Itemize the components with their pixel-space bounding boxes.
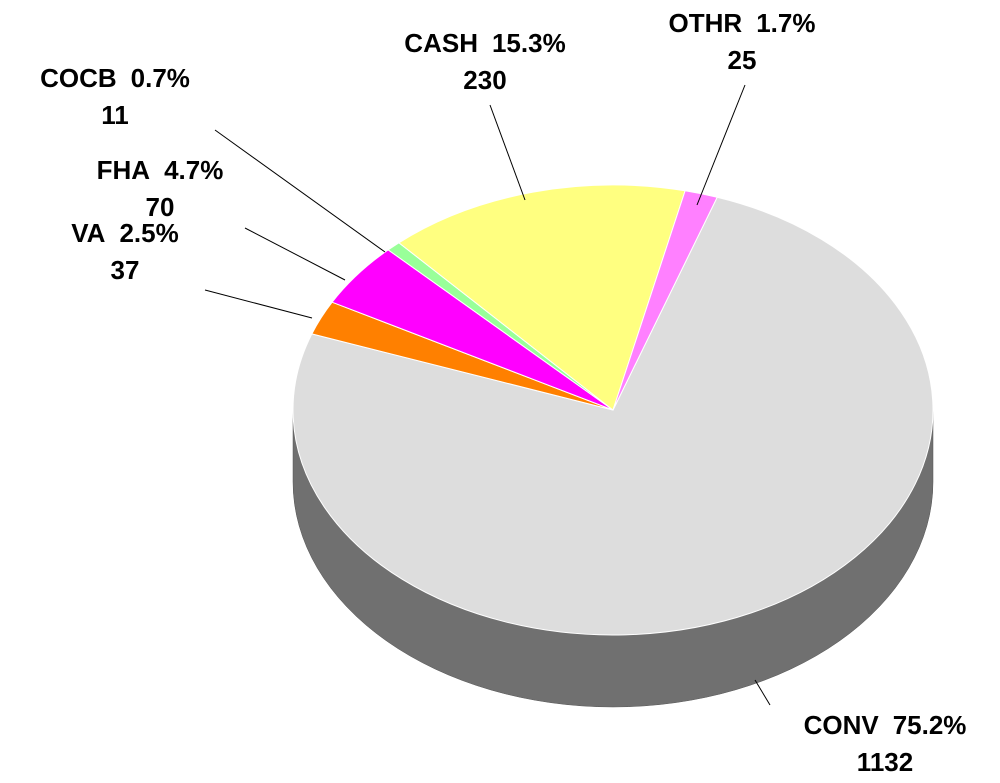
- leader-line: [204, 289, 313, 319]
- labels: CONV 75.2% 1132 VA 2.5% 37 FHA 4.7% 70 COCB 0.7%11…: [40, 8, 966, 777]
- slice-label: CONV 75.2%: [804, 710, 967, 740]
- percent-label: 0.7%: [131, 63, 190, 93]
- category-label: OTHR: [669, 8, 743, 38]
- slice-label: COCB 0.7%: [40, 63, 190, 93]
- category-label: VA: [71, 218, 105, 248]
- percent-label: 1.7%: [756, 8, 815, 38]
- percent-label: 75.2%: [893, 710, 967, 740]
- slice-label: CASH 15.3%: [404, 28, 565, 58]
- pie-slice: [292, 196, 934, 636]
- leader-line: [489, 104, 526, 201]
- slice-label: VA 2.5%: [71, 218, 178, 248]
- category-label: CONV: [804, 710, 880, 740]
- percent-label: 2.5%: [119, 218, 178, 248]
- category-label: COCB: [40, 63, 117, 93]
- value-label: 25: [728, 45, 757, 75]
- slice-label: FHA 4.7%: [97, 155, 224, 185]
- value-label: 1132: [857, 747, 913, 777]
- value-label: 230: [463, 65, 506, 95]
- pie-slice: [398, 184, 686, 411]
- value-label: 70: [146, 192, 175, 222]
- percent-label: 15.3%: [492, 28, 566, 58]
- pie-tops: [292, 184, 934, 636]
- leader-line: [754, 679, 771, 706]
- value-label: 37: [111, 255, 140, 285]
- leader-line: [214, 129, 386, 253]
- leader-line: [244, 227, 346, 281]
- category-label: CASH: [404, 28, 478, 58]
- leader-line: [696, 84, 746, 206]
- value-label: 11: [101, 100, 129, 130]
- slice-label: OTHR 1.7%: [669, 8, 816, 38]
- percent-label: 4.7%: [164, 155, 223, 185]
- category-label: FHA: [97, 155, 151, 185]
